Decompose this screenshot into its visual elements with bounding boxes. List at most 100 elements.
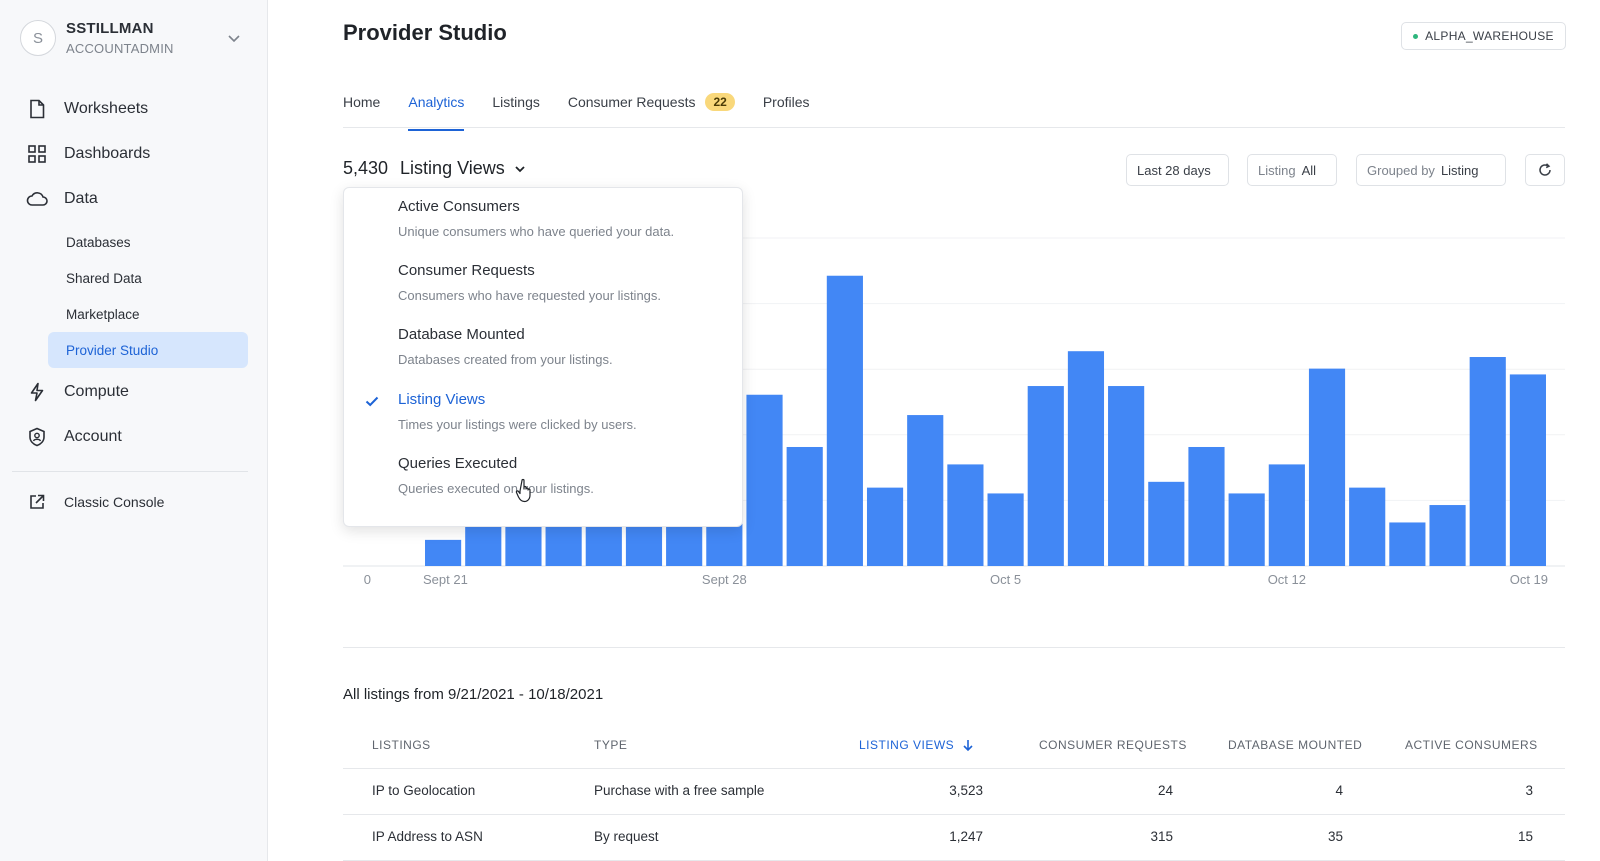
status-dot-icon [1413,33,1419,39]
tab-analytics[interactable]: Analytics [408,94,465,131]
sidebar-item-label: Account [64,428,122,445]
cell-listing[interactable]: IP to Geolocation [372,783,476,798]
chart-bar[interactable] [666,519,703,566]
chart-bar[interactable] [465,519,502,566]
metric-option-active-consumers[interactable]: Active Consumers Unique consumers who ha… [344,190,744,254]
refresh-icon [1539,163,1551,176]
chart-bar[interactable] [1429,505,1466,566]
column-header-listing-views[interactable]: LISTING VIEWS [859,738,974,752]
chart-bar[interactable] [1308,368,1346,566]
option-description: Times your listings were clicked by user… [398,417,637,432]
y-axis-zero-label: 0 [364,572,371,587]
chart-bar[interactable] [545,519,582,566]
column-header-consumer-requests[interactable]: CONSUMER REQUESTS [1039,738,1187,752]
tab-label: Listings [492,94,540,110]
sidebar-item-provider-studio[interactable]: Provider Studio [48,332,248,368]
chart-bar[interactable] [786,446,823,566]
sidebar-item-label: Worksheets [64,100,149,117]
sidebar-item-compute[interactable]: Compute [26,377,129,407]
shield-user-icon [26,426,48,448]
metric-option-listing-views[interactable]: Listing Views Times your listings were c… [344,383,744,447]
option-description: Databases created from your listings. [398,352,613,367]
cell-consumer-requests: 24 [1157,783,1173,798]
sidebar-item-marketplace[interactable]: Marketplace [66,306,140,322]
sidebar-item-dashboards[interactable]: Dashboards [26,139,150,169]
column-header-listings[interactable]: LISTINGS [372,738,431,752]
chart-bar[interactable] [1108,386,1145,566]
chart-bar[interactable] [505,519,542,566]
checkmark-icon [365,396,379,407]
chart-bar[interactable] [1228,493,1265,566]
group-by-label: Grouped by [1367,162,1435,178]
chart-bar[interactable] [1349,487,1386,566]
sidebar-item-databases[interactable]: Databases [66,234,131,250]
metric-dropdown: Active Consumers Unique consumers who ha… [343,187,743,527]
column-header-active-consumers[interactable]: ACTIVE CONSUMERS [1405,738,1538,752]
sidebar-item-shared-data[interactable]: Shared Data [66,270,142,286]
user-role: ACCOUNTADMIN [66,41,174,56]
chart-bar[interactable] [706,519,743,566]
sidebar-divider [12,471,248,472]
chart-bar[interactable] [425,539,462,566]
option-title: Active Consumers [398,198,520,215]
tab-home[interactable]: Home [343,94,380,130]
chart-bar[interactable] [1188,446,1225,566]
tab-label: Analytics [408,94,465,110]
chart-bar[interactable] [987,493,1024,566]
chart-bar[interactable] [1067,351,1105,566]
chart-bar[interactable] [1469,357,1506,566]
group-by-filter[interactable]: Grouped by Listing [1356,154,1506,186]
arrow-down-icon [963,739,973,751]
sidebar-item-account[interactable]: Account [26,422,122,452]
column-header-database-mounted[interactable]: DATABASE MOUNTED [1228,738,1363,752]
table-row[interactable]: IP Address to ASN By request 1,247 315 3… [343,815,1565,861]
tab-bar: Home Analytics Listings Consumer Request… [343,93,838,131]
tab-listings[interactable]: Listings [492,94,539,130]
listing-filter-label: Listing [1258,162,1296,178]
listing-filter[interactable]: Listing All [1247,154,1337,186]
cell-database-mounted: 35 [1327,829,1343,844]
chart-bar[interactable] [1268,464,1305,566]
chart-bar[interactable] [1148,481,1185,566]
avatar: S [20,20,56,56]
chevron-down-icon [515,165,525,172]
option-title: Database Mounted [398,326,525,343]
cell-consumer-requests: 315 [1150,829,1173,844]
chart-bar[interactable] [907,415,944,566]
chart-bar[interactable] [625,519,663,566]
hand-pointer-icon [515,478,531,503]
metric-selector[interactable]: 5,430 Listing Views [343,158,527,179]
tab-label: Consumer Requests [567,94,696,110]
tab-consumer-requests[interactable]: Consumer Requests 22 [567,93,735,130]
chart-bar[interactable] [866,487,904,566]
sidebar-item-data[interactable]: Data [26,184,98,214]
page-title: Provider Studio [343,20,507,45]
user-menu[interactable]: S SSTILLMAN ACCOUNTADMIN [20,14,248,62]
table-row[interactable]: IP to Geolocation Purchase with a free s… [343,769,1565,815]
sidebar-item-worksheets[interactable]: Worksheets [26,94,148,124]
chart-bar[interactable] [826,275,863,566]
chart-bar[interactable] [947,464,984,566]
warehouse-selector[interactable]: ALPHA_WAREHOUSE [1401,22,1566,50]
date-range-filter[interactable]: Last 28 days [1126,154,1229,186]
refresh-button[interactable] [1525,154,1565,186]
metric-option-database-mounted[interactable]: Database Mounted Databases created from … [344,318,744,382]
x-axis-tick-label: Oct 5 [990,572,1021,587]
sidebar: S SSTILLMAN ACCOUNTADMIN Worksheets Dash… [0,0,268,861]
chart-bar[interactable] [1509,374,1546,566]
chart-bar[interactable] [1389,522,1426,566]
tab-profiles[interactable]: Profiles [763,94,810,130]
chart-bar[interactable] [585,519,622,566]
date-range-value: Last 28 days [1137,162,1211,178]
classic-console-label: Classic Console [64,494,165,510]
metric-option-consumer-requests[interactable]: Consumer Requests Consumers who have req… [344,254,744,318]
warehouse-name: ALPHA_WAREHOUSE [1425,29,1554,43]
chart-bar[interactable] [1027,386,1064,566]
chart-bar[interactable] [746,394,783,566]
metric-option-queries-executed[interactable]: Queries Executed Queries executed on you… [344,447,744,511]
cell-listing[interactable]: IP Address to ASN [372,829,483,844]
column-header-type[interactable]: TYPE [594,738,628,752]
classic-console-link[interactable]: Classic Console [26,489,164,515]
count-badge: 22 [705,93,735,111]
chevron-down-icon[interactable] [226,30,242,46]
